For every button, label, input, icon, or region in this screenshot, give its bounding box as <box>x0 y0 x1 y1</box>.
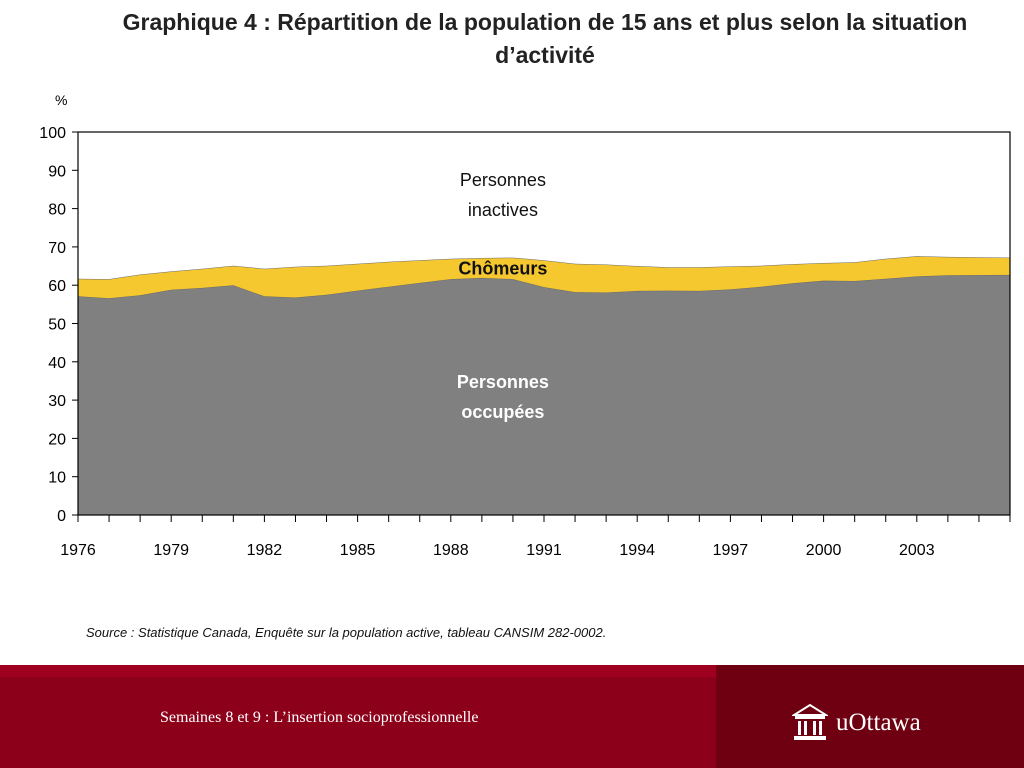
uottawa-logo: uOttawa <box>792 703 921 743</box>
y-unit-label: % <box>55 92 67 108</box>
y-tick-label: 50 <box>48 317 66 334</box>
y-tick-label: 30 <box>48 393 66 410</box>
x-tick-label: 2003 <box>899 542 935 559</box>
x-tick-label: 1976 <box>60 542 96 559</box>
footer-bar: Semaines 8 et 9 : L’insertion socioprofe… <box>0 665 1024 768</box>
x-tick-label: 1982 <box>247 542 283 559</box>
y-tick-label: 0 <box>57 508 66 525</box>
footer-caption: Semaines 8 et 9 : L’insertion socioprofe… <box>160 709 479 726</box>
series-label-2: Chômeurs <box>458 258 547 278</box>
x-tick-label: 1979 <box>153 542 189 559</box>
x-tick-label: 1985 <box>340 542 376 559</box>
x-tick-label: 1997 <box>713 542 749 559</box>
series-label-3: inactives <box>468 200 538 220</box>
y-tick-label: 10 <box>48 470 66 487</box>
chart-title: Graphique 4 : Répartition de la populati… <box>122 9 968 68</box>
y-tick-label: 70 <box>48 240 66 257</box>
area-series-1 <box>78 274 1010 515</box>
x-tick-label: 1994 <box>619 542 655 559</box>
x-tick-label: 2000 <box>806 542 842 559</box>
x-tick-label: 1991 <box>526 542 562 559</box>
y-tick-label: 90 <box>48 163 66 180</box>
building-icon <box>792 703 828 740</box>
area-series-3 <box>78 132 1010 280</box>
y-tick-label: 80 <box>48 202 66 219</box>
source-note: Source : Statistique Canada, Enquête sur… <box>86 625 607 640</box>
footer-logo-panel <box>716 665 1024 768</box>
y-tick-label: 40 <box>48 355 66 372</box>
y-tick-label: 60 <box>48 278 66 295</box>
chart: 0 10 20 30 40 50 60 70 80 90 100% 1976 1979 1982 1985 1… <box>39 92 1011 559</box>
series-label-3: Personnes <box>460 170 546 190</box>
slide-content: Graphique 4 : Répartition de la populati… <box>39 9 1011 640</box>
y-tick-label: 100 <box>39 125 66 142</box>
y-tick-label: 20 <box>48 431 66 448</box>
logo-text: uOttawa <box>836 709 921 736</box>
x-tick-label: 1988 <box>433 542 469 559</box>
series-label-1: occupées <box>461 402 544 422</box>
series-label-1: Personnes <box>457 372 549 392</box>
